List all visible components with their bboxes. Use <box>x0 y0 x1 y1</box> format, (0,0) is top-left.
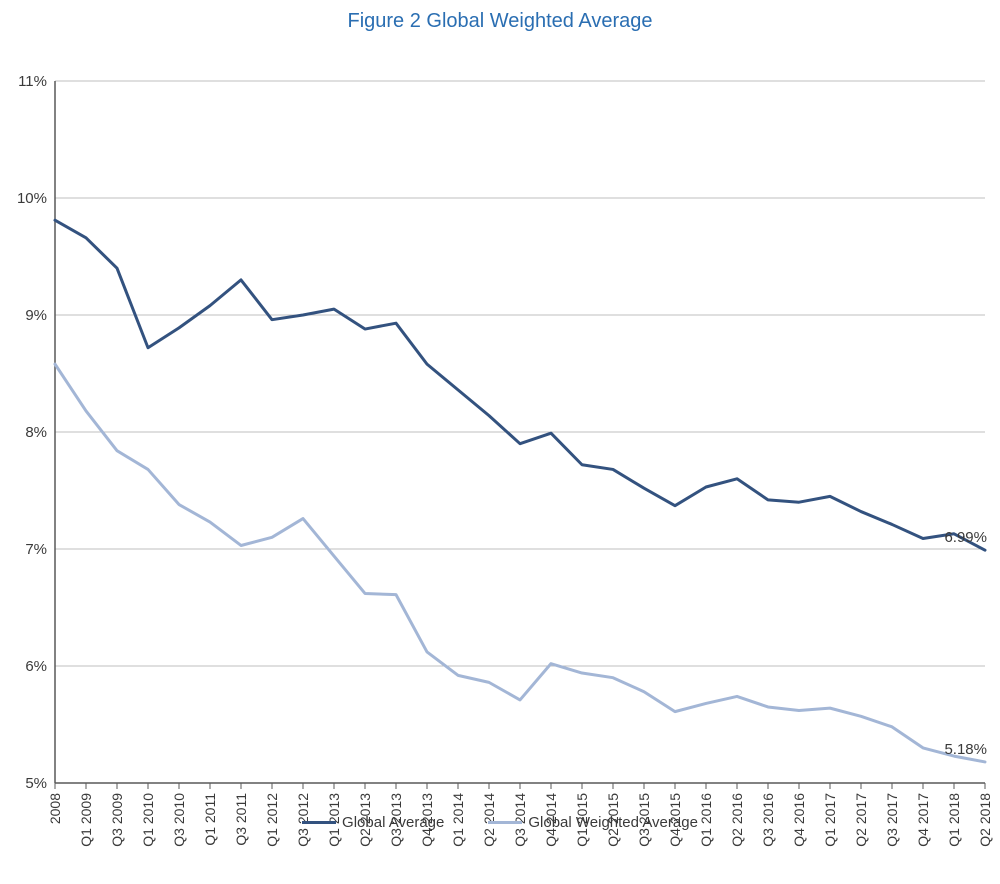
legend-swatch-1 <box>488 821 522 824</box>
y-tick-label: 11% <box>18 73 47 90</box>
legend-label-1: Global Weighted Average <box>528 814 698 831</box>
y-tick-label: 8% <box>25 424 47 441</box>
series-line-0 <box>55 220 985 550</box>
y-tick-label: 6% <box>25 658 47 675</box>
legend-swatch-0 <box>302 821 336 824</box>
legend-item-0: Global Average <box>302 814 444 831</box>
chart-legend: Global Average Global Weighted Average <box>0 811 1000 831</box>
y-tick-label: 5% <box>25 775 47 792</box>
y-tick-label: 10% <box>17 190 47 207</box>
y-tick-label: 9% <box>25 307 47 324</box>
series-line-1 <box>55 364 985 762</box>
series-end-label-1: 5.18% <box>944 741 987 758</box>
chart-title: Figure 2 Global Weighted Average <box>0 0 1000 33</box>
y-tick-label: 7% <box>25 541 47 558</box>
legend-label-0: Global Average <box>342 814 444 831</box>
series-end-label-0: 6.99% <box>944 529 987 546</box>
line-chart: 5%6%7%8%9%10%11%2008Q1 2009Q3 2009Q1 201… <box>0 33 1000 884</box>
legend-item-1: Global Weighted Average <box>488 814 698 831</box>
